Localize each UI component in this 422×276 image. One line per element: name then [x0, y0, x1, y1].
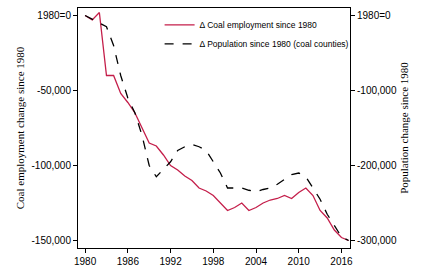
- svg-text:2004: 2004: [245, 256, 268, 267]
- svg-text:1992: 1992: [159, 256, 182, 267]
- svg-text:-300,000: -300,000: [357, 235, 397, 246]
- svg-text:1986: 1986: [117, 256, 140, 267]
- svg-text:Δ Coal employment since 1980: Δ Coal employment since 1980: [200, 20, 317, 30]
- svg-text:1980: 1980: [74, 256, 97, 267]
- svg-text:2010: 2010: [288, 256, 311, 267]
- svg-text:1980=0: 1980=0: [37, 10, 71, 21]
- svg-text:-200,000: -200,000: [357, 160, 397, 171]
- svg-text:Population change since 1980: Population change since 1980: [398, 62, 410, 194]
- svg-text:-100,000: -100,000: [357, 85, 397, 96]
- svg-text:Δ Population since 1980 (coal: Δ Population since 1980 (coal counties): [200, 39, 349, 49]
- svg-text:-100,000: -100,000: [32, 160, 72, 171]
- svg-text:-150,000: -150,000: [32, 235, 72, 246]
- svg-text:2016: 2016: [330, 256, 353, 267]
- svg-text:1998: 1998: [202, 256, 225, 267]
- svg-text:1980=0: 1980=0: [357, 10, 391, 21]
- svg-text:-50,000: -50,000: [37, 85, 71, 96]
- svg-text:Coal employment change since 1: Coal employment change since 1980: [14, 46, 26, 209]
